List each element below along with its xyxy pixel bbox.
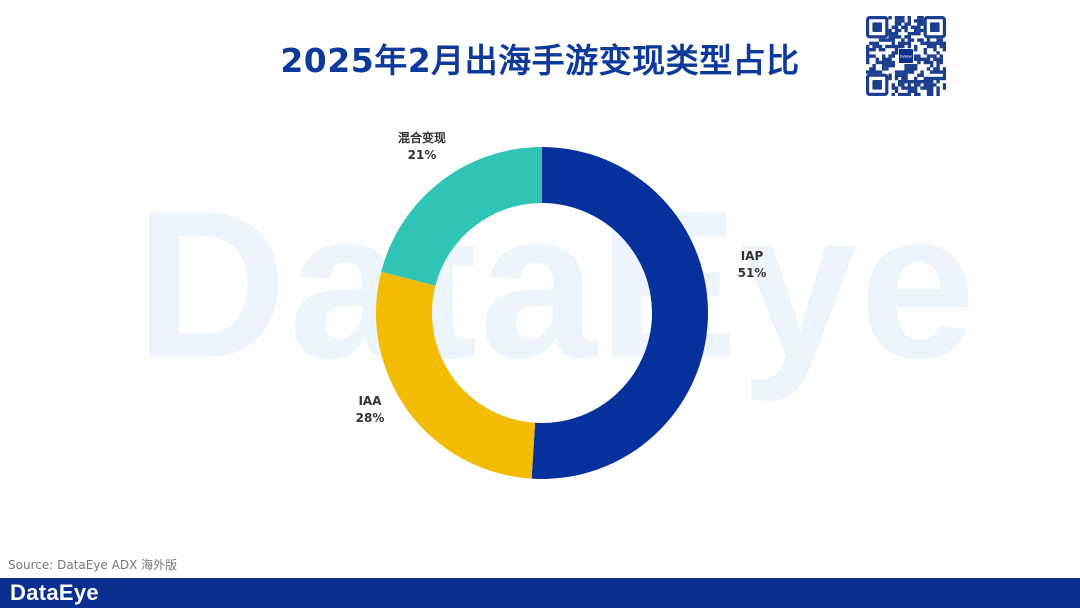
slice-value-label: 28%: [356, 411, 385, 425]
slice-iaa: [376, 271, 536, 479]
slice-iap: [531, 147, 709, 479]
footer-bar: DataEye: [0, 578, 1080, 608]
source-note: Source: DataEye ADX 海外版: [8, 558, 178, 572]
slice-value-label: 51%: [738, 266, 767, 280]
dataeye-watermark: DataEye: [135, 167, 978, 402]
slice-label: IAP: [741, 249, 764, 263]
qr-code-image: DataEye: [866, 16, 946, 96]
slice-label: 混合变现: [398, 130, 446, 145]
slice-混合变现: [381, 147, 542, 286]
footer-logo: DataEye: [10, 580, 99, 605]
slice-value-label: 21%: [408, 148, 437, 162]
slice-label: IAA: [358, 394, 382, 408]
chart-title: 2025年2月出海手游变现类型占比: [280, 41, 800, 80]
svg-text:DataEye: DataEye: [900, 55, 912, 59]
